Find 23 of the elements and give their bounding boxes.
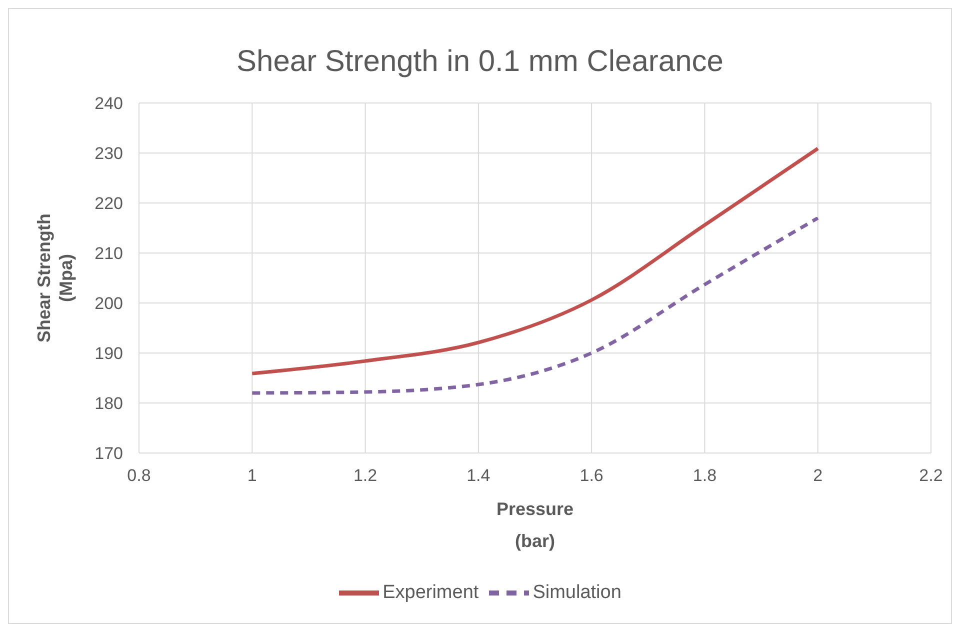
- x-tick-label: 1.2: [353, 466, 378, 486]
- x-tick-label: 1.8: [692, 466, 717, 486]
- x-tick-label: 2.2: [919, 466, 943, 486]
- x-tick-label: 0.8: [127, 466, 151, 486]
- chart-title: Shear Strength in 0.1 mm Clearance: [236, 44, 724, 80]
- y-tick-label: 190: [94, 344, 123, 364]
- y-axis-title: Shear Strength (Mpa): [34, 213, 76, 343]
- legend-label: Experiment: [382, 582, 479, 604]
- y-tick-label: 230: [94, 144, 123, 164]
- y-tick-label: 240: [94, 94, 123, 114]
- y-tick-label: 220: [94, 194, 123, 214]
- y-tick-label: 210: [94, 244, 123, 264]
- legend-label: Simulation: [532, 582, 622, 604]
- y-tick-label: 200: [94, 294, 123, 314]
- x-tick-label: 1.6: [580, 466, 604, 486]
- x-tick-label: 2: [813, 466, 823, 486]
- y-tick-label: 180: [94, 394, 123, 414]
- x-axis-title: Pressure (bar): [496, 499, 574, 551]
- line-series: [250, 146, 820, 376]
- x-tick-label: 1.4: [466, 466, 490, 486]
- x-tick-label: 1: [247, 466, 257, 486]
- line-series: [250, 216, 820, 395]
- y-tick-label: 170: [94, 444, 123, 464]
